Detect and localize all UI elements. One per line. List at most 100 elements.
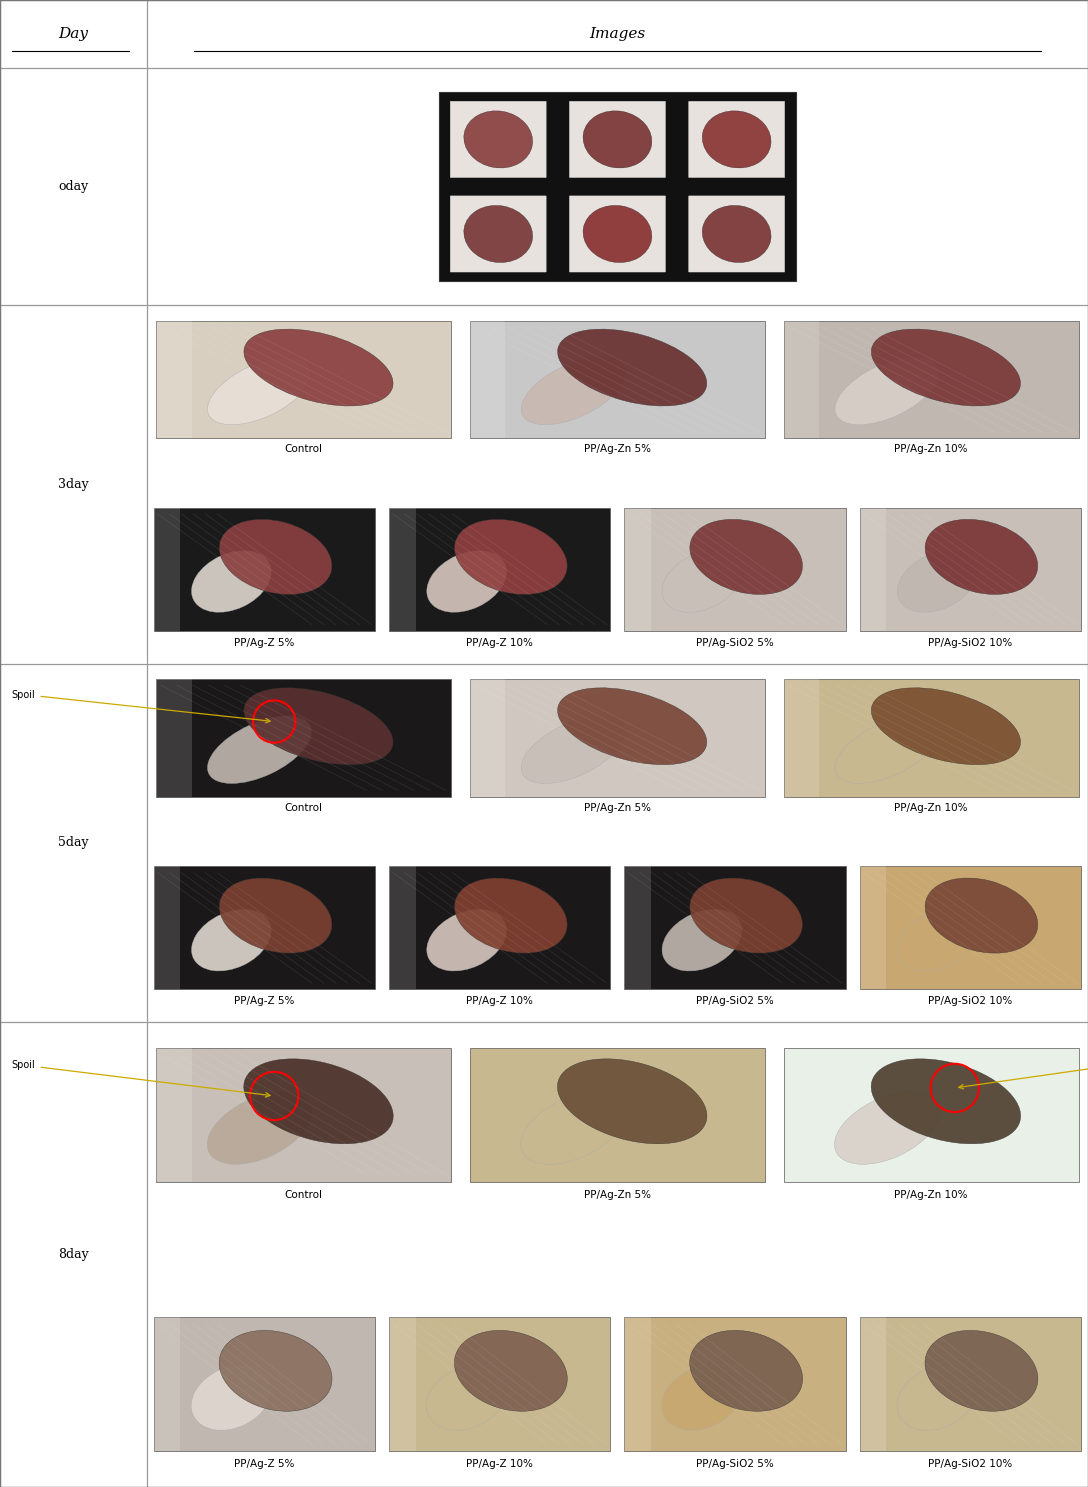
Bar xyxy=(470,1048,765,1182)
Bar xyxy=(470,680,765,797)
Bar xyxy=(625,507,845,630)
Bar xyxy=(147,663,1088,1023)
Text: Spoil: Spoil xyxy=(12,690,270,723)
Ellipse shape xyxy=(690,1331,803,1411)
Text: Control: Control xyxy=(285,445,323,455)
Ellipse shape xyxy=(191,1365,272,1430)
Text: PP/Ag-Zn 5%: PP/Ag-Zn 5% xyxy=(584,803,651,813)
Bar xyxy=(153,1317,375,1451)
Ellipse shape xyxy=(426,910,507,971)
Ellipse shape xyxy=(663,550,742,613)
Bar xyxy=(390,1317,610,1451)
Text: Control: Control xyxy=(285,1190,323,1200)
Bar xyxy=(157,1048,191,1182)
Ellipse shape xyxy=(702,112,771,168)
Bar xyxy=(783,321,819,439)
Bar xyxy=(153,867,181,989)
Ellipse shape xyxy=(583,205,652,263)
Text: PP/Ag-SiO2 5%: PP/Ag-SiO2 5% xyxy=(696,638,774,647)
Bar xyxy=(0,0,147,68)
Text: PP/Ag-Z 10%: PP/Ag-Z 10% xyxy=(467,638,533,647)
Text: Control: Control xyxy=(285,803,323,813)
Bar xyxy=(0,663,147,1023)
Bar xyxy=(153,507,181,630)
Bar xyxy=(390,867,610,989)
Text: PP/Ag-SiO2 5%: PP/Ag-SiO2 5% xyxy=(696,996,774,1007)
Text: PP/Ag-SiO2 10%: PP/Ag-SiO2 10% xyxy=(928,638,1013,647)
Ellipse shape xyxy=(463,112,533,168)
Text: Spoil: Spoil xyxy=(12,1060,270,1097)
Text: 8day: 8day xyxy=(58,1248,89,1261)
Ellipse shape xyxy=(521,357,626,425)
Bar xyxy=(470,680,506,797)
Text: PP/Ag-Z 5%: PP/Ag-Z 5% xyxy=(234,1459,295,1469)
Text: 3day: 3day xyxy=(58,477,89,491)
Bar xyxy=(470,321,506,439)
Text: PP/Ag-SiO2 5%: PP/Ag-SiO2 5% xyxy=(696,1459,774,1469)
Text: PP/Ag-Zn 10%: PP/Ag-Zn 10% xyxy=(894,803,968,813)
Bar xyxy=(860,867,1081,989)
Ellipse shape xyxy=(871,329,1021,406)
Ellipse shape xyxy=(925,1331,1038,1411)
Bar xyxy=(860,1317,1081,1451)
Ellipse shape xyxy=(455,1331,567,1411)
Bar xyxy=(153,507,375,630)
Text: Images: Images xyxy=(590,27,645,42)
Ellipse shape xyxy=(898,910,977,971)
Bar xyxy=(783,1048,1078,1182)
Bar xyxy=(157,680,452,797)
Bar xyxy=(783,321,1078,439)
Ellipse shape xyxy=(897,1365,977,1430)
Ellipse shape xyxy=(690,519,803,595)
Ellipse shape xyxy=(557,1059,707,1144)
Bar xyxy=(157,1048,452,1182)
Ellipse shape xyxy=(690,877,803,953)
Bar xyxy=(470,321,765,439)
Bar xyxy=(157,680,191,797)
FancyBboxPatch shape xyxy=(569,196,666,272)
Bar xyxy=(860,1317,887,1451)
Bar xyxy=(390,867,416,989)
Text: 5day: 5day xyxy=(58,837,89,849)
Bar xyxy=(625,867,845,989)
Text: oday: oday xyxy=(59,180,88,193)
Bar xyxy=(147,0,1088,68)
Bar xyxy=(390,1317,416,1451)
Bar xyxy=(783,680,819,797)
Ellipse shape xyxy=(455,877,567,953)
Bar xyxy=(625,1317,845,1451)
Ellipse shape xyxy=(834,717,939,784)
Ellipse shape xyxy=(834,357,939,425)
Text: PP/Ag-SiO2 10%: PP/Ag-SiO2 10% xyxy=(928,996,1013,1007)
Text: PP/Ag-Z 10%: PP/Ag-Z 10% xyxy=(467,1459,533,1469)
Ellipse shape xyxy=(208,357,311,425)
Text: PP/Ag-Zn 5%: PP/Ag-Zn 5% xyxy=(584,445,651,455)
Ellipse shape xyxy=(702,205,771,263)
Text: PP/Ag-Zn 5%: PP/Ag-Zn 5% xyxy=(584,1190,651,1200)
Ellipse shape xyxy=(871,1059,1021,1144)
Ellipse shape xyxy=(244,688,393,764)
Ellipse shape xyxy=(521,1091,626,1164)
Bar xyxy=(390,507,610,630)
Ellipse shape xyxy=(191,910,271,971)
Ellipse shape xyxy=(898,550,977,613)
Text: PP/Ag-Z 5%: PP/Ag-Z 5% xyxy=(234,996,295,1007)
Bar xyxy=(0,305,147,663)
Bar xyxy=(153,1317,181,1451)
Bar xyxy=(153,867,375,989)
Bar xyxy=(860,867,887,989)
Ellipse shape xyxy=(663,910,742,971)
FancyBboxPatch shape xyxy=(450,101,546,177)
Text: Day: Day xyxy=(59,27,88,42)
Bar xyxy=(860,507,1081,630)
Ellipse shape xyxy=(558,688,707,764)
Ellipse shape xyxy=(219,1331,332,1411)
Text: Spoil: Spoil xyxy=(959,1056,1088,1088)
Ellipse shape xyxy=(426,550,507,613)
Ellipse shape xyxy=(220,519,332,595)
Ellipse shape xyxy=(455,519,567,595)
Bar xyxy=(860,507,887,630)
Ellipse shape xyxy=(208,717,311,784)
Bar xyxy=(0,68,147,305)
Bar xyxy=(625,1317,651,1451)
